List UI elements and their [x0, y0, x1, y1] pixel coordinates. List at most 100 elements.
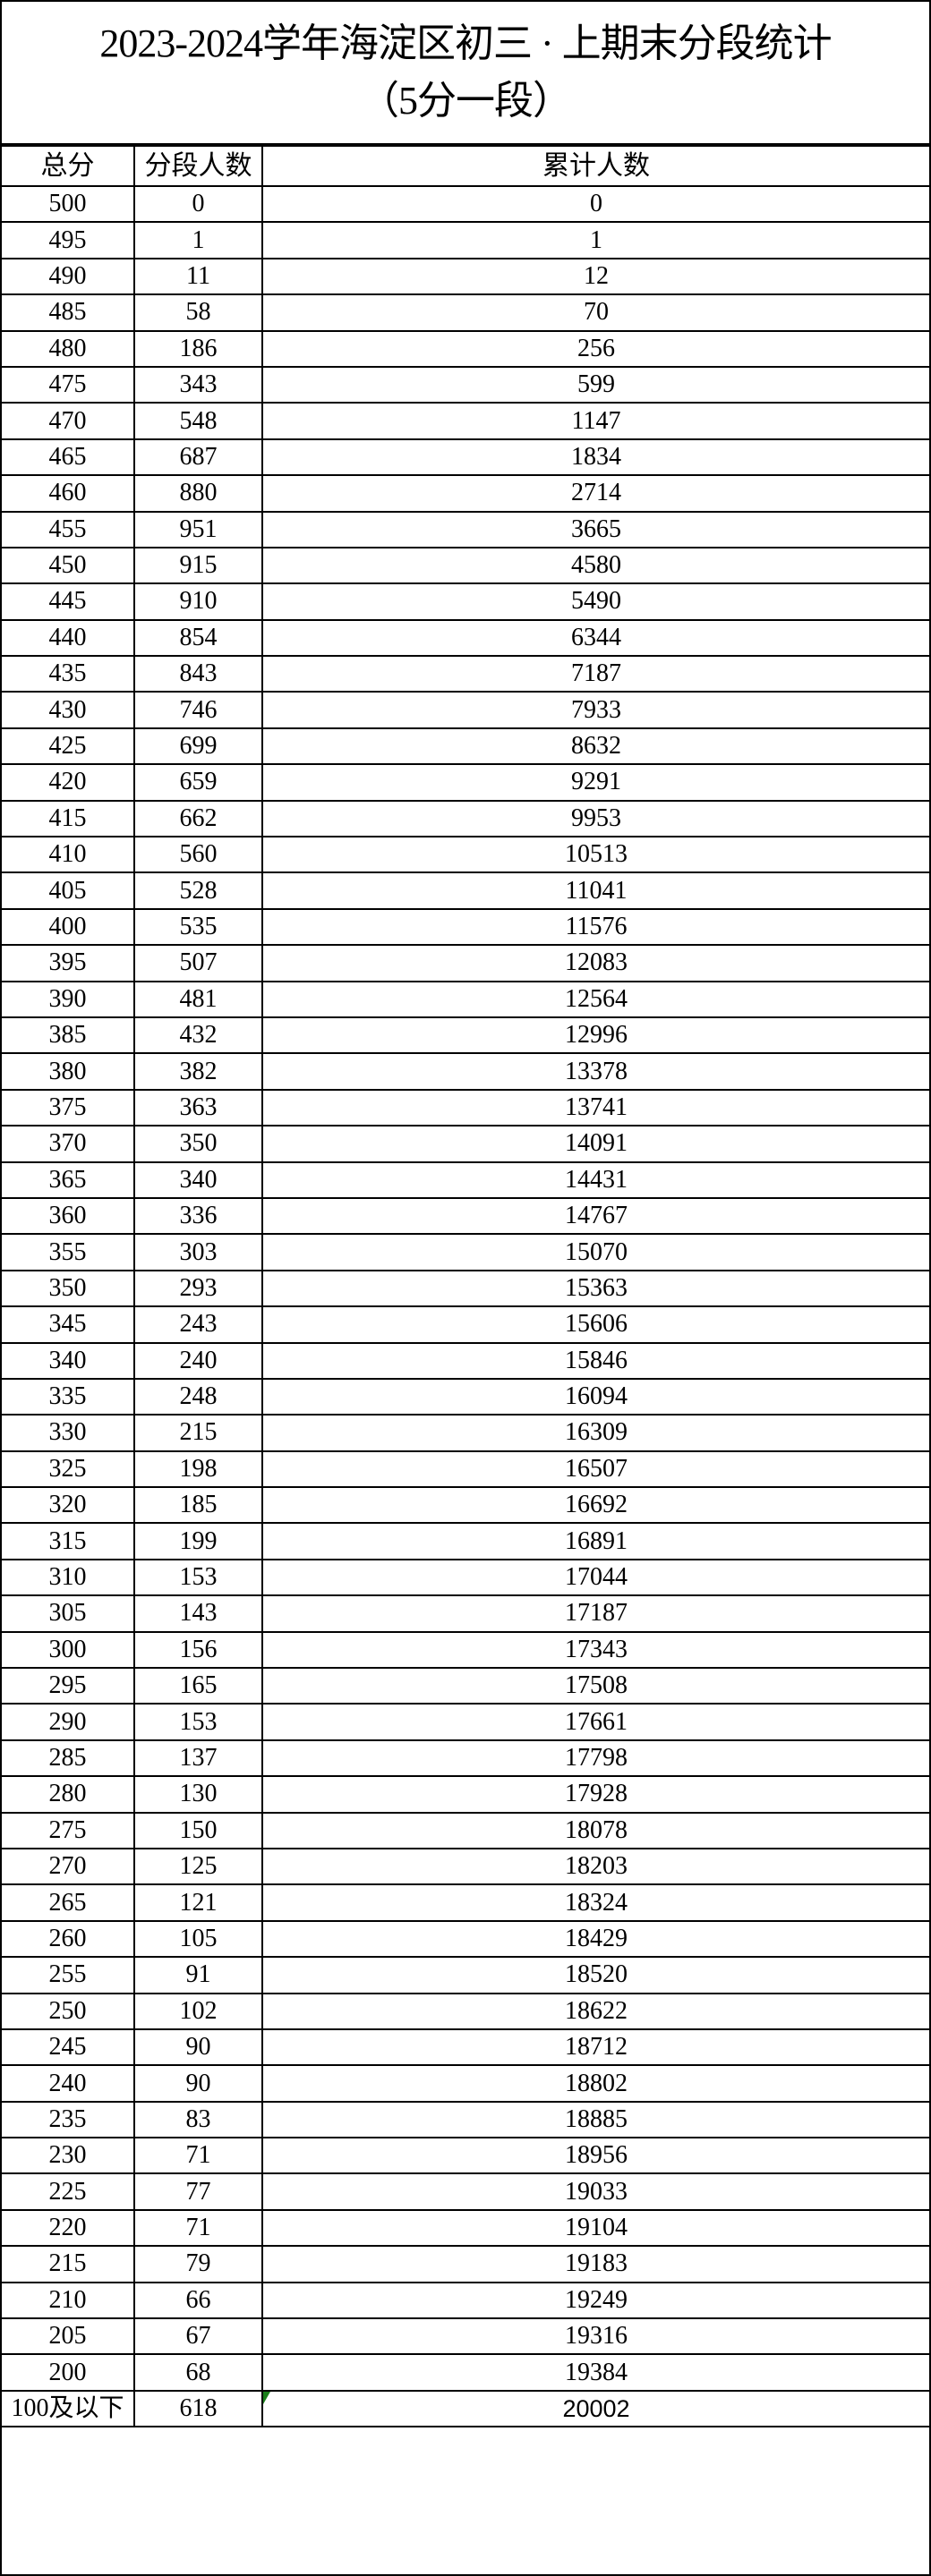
segment-count-cell[interactable]: 58	[133, 293, 263, 332]
segment-count-cell[interactable]: 90	[133, 2028, 263, 2067]
total-score-cell[interactable]: 210	[2, 2281, 135, 2320]
total-score-cell[interactable]: 430	[2, 691, 135, 729]
cumulative-count-cell[interactable]: 16891	[261, 1522, 929, 1560]
cumulative-count-cell[interactable]: 0	[261, 184, 929, 224]
cumulative-count-cell[interactable]: 8632	[261, 727, 929, 766]
segment-count-cell[interactable]: 880	[133, 474, 263, 513]
total-score-cell[interactable]: 225	[2, 2172, 135, 2211]
total-score-cell[interactable]: 255	[2, 1956, 135, 1994]
segment-count-cell[interactable]: 153	[133, 1558, 263, 1597]
segment-count-cell[interactable]: 165	[133, 1667, 263, 1705]
total-score-cell[interactable]: 405	[2, 871, 135, 910]
segment-count-cell[interactable]: 83	[133, 2100, 263, 2139]
cumulative-count-cell[interactable]: 19316	[261, 2317, 929, 2356]
total-score-cell[interactable]: 340	[2, 1341, 135, 1380]
cumulative-count-cell[interactable]: 14767	[261, 1196, 929, 1236]
cumulative-count-cell[interactable]: 17928	[261, 1775, 929, 1814]
cumulative-count-cell[interactable]: 16507	[261, 1450, 929, 1489]
segment-count-cell[interactable]: 699	[133, 727, 263, 766]
cumulative-count-cell[interactable]: 17798	[261, 1739, 929, 1778]
cumulative-count-cell[interactable]: 17343	[261, 1630, 929, 1670]
segment-count-cell[interactable]: 0	[133, 184, 263, 224]
segment-count-cell[interactable]: 687	[133, 438, 263, 477]
total-score-cell[interactable]: 270	[2, 1847, 135, 1886]
cumulative-count-cell[interactable]: 16309	[261, 1414, 929, 1452]
segment-count-cell[interactable]: 71	[133, 2208, 263, 2248]
segment-count-cell[interactable]: 340	[133, 1160, 263, 1199]
cumulative-count-cell[interactable]: 9291	[261, 763, 929, 802]
segment-count-cell[interactable]: 79	[133, 2245, 263, 2283]
segment-count-cell[interactable]: 90	[133, 2064, 263, 2103]
total-score-cell[interactable]: 290	[2, 1703, 135, 1741]
total-score-cell[interactable]: 500	[2, 184, 135, 224]
total-score-cell[interactable]: 395	[2, 944, 135, 982]
total-score-cell[interactable]: 415	[2, 799, 135, 838]
segment-count-cell[interactable]: 248	[133, 1377, 263, 1416]
segment-count-cell[interactable]: 336	[133, 1196, 263, 1236]
segment-count-cell[interactable]: 156	[133, 1630, 263, 1670]
total-score-cell[interactable]: 390	[2, 980, 135, 1018]
total-score-cell[interactable]: 385	[2, 1016, 135, 1055]
total-score-cell[interactable]: 230	[2, 2137, 135, 2175]
cumulative-count-cell[interactable]: 12564	[261, 980, 929, 1018]
cumulative-count-cell[interactable]: 6344	[261, 618, 929, 658]
total-score-cell[interactable]: 205	[2, 2317, 135, 2356]
total-score-cell[interactable]: 460	[2, 474, 135, 513]
segment-count-cell[interactable]: 432	[133, 1016, 263, 1055]
cumulative-count-cell[interactable]: 11041	[261, 871, 929, 910]
total-score-cell[interactable]: 485	[2, 293, 135, 332]
segment-count-cell[interactable]: 137	[133, 1739, 263, 1778]
total-score-cell[interactable]: 450	[2, 546, 135, 585]
segment-count-cell[interactable]: 481	[133, 980, 263, 1018]
segment-count-cell[interactable]: 1	[133, 221, 263, 259]
total-score-cell[interactable]: 260	[2, 1919, 135, 1959]
total-score-cell[interactable]: 370	[2, 1125, 135, 1163]
total-score-cell[interactable]: 365	[2, 1160, 135, 1199]
segment-count-cell[interactable]: 153	[133, 1703, 263, 1741]
cumulative-count-cell[interactable]: 1147	[261, 402, 929, 440]
cumulative-count-cell[interactable]: 5490	[261, 582, 929, 621]
segment-count-cell[interactable]: 548	[133, 402, 263, 440]
segment-count-cell[interactable]: 102	[133, 1992, 263, 2030]
segment-count-cell[interactable]: 382	[133, 1052, 263, 1091]
total-score-cell[interactable]: 275	[2, 1811, 135, 1849]
cumulative-count-cell[interactable]: 17508	[261, 1667, 929, 1705]
cumulative-count-cell[interactable]: 599	[261, 365, 929, 404]
cumulative-count-cell[interactable]: 15846	[261, 1341, 929, 1380]
total-score-cell[interactable]: 360	[2, 1196, 135, 1236]
segment-count-cell[interactable]: 215	[133, 1414, 263, 1452]
total-score-cell[interactable]: 410	[2, 836, 135, 874]
cumulative-count-cell[interactable]: 256	[261, 329, 929, 368]
cumulative-count-cell[interactable]: 12996	[261, 1016, 929, 1055]
cumulative-count-cell[interactable]: 12	[261, 257, 929, 296]
cumulative-count-cell[interactable]: 18429	[261, 1919, 929, 1959]
segment-count-cell[interactable]: 150	[133, 1811, 263, 1849]
segment-count-cell[interactable]: 199	[133, 1522, 263, 1560]
cumulative-count-cell[interactable]: 1834	[261, 438, 929, 477]
cumulative-count-cell[interactable]: 19183	[261, 2245, 929, 2283]
segment-count-cell[interactable]: 535	[133, 907, 263, 947]
cumulative-count-cell[interactable]: 14091	[261, 1125, 929, 1163]
total-score-cell[interactable]: 400	[2, 907, 135, 947]
cumulative-count-cell[interactable]: 19384	[261, 2353, 929, 2392]
total-score-cell[interactable]: 285	[2, 1739, 135, 1778]
cumulative-count-cell[interactable]: 18885	[261, 2100, 929, 2139]
cumulative-count-cell[interactable]: 18956	[261, 2137, 929, 2175]
segment-count-cell[interactable]: 121	[133, 1883, 263, 1922]
total-score-cell[interactable]: 455	[2, 510, 135, 548]
segment-count-cell[interactable]: 130	[133, 1775, 263, 1814]
segment-count-cell[interactable]: 198	[133, 1450, 263, 1489]
total-score-cell[interactable]: 445	[2, 582, 135, 621]
total-score-cell[interactable]: 470	[2, 402, 135, 440]
total-score-cell[interactable]: 375	[2, 1088, 135, 1127]
total-score-cell[interactable]: 495	[2, 221, 135, 259]
cumulative-count-cell[interactable]: 17187	[261, 1594, 929, 1633]
cumulative-count-cell[interactable]: 16094	[261, 1377, 929, 1416]
segment-count-cell[interactable]: 854	[133, 618, 263, 658]
total-score-cell[interactable]: 355	[2, 1233, 135, 1271]
cumulative-count-cell[interactable]: 18520	[261, 1956, 929, 1994]
cumulative-count-cell[interactable]: 15070	[261, 1233, 929, 1271]
cumulative-count-cell[interactable]: 70	[261, 293, 929, 332]
segment-count-cell[interactable]: 659	[133, 763, 263, 802]
cumulative-count-cell[interactable]: 17044	[261, 1558, 929, 1597]
